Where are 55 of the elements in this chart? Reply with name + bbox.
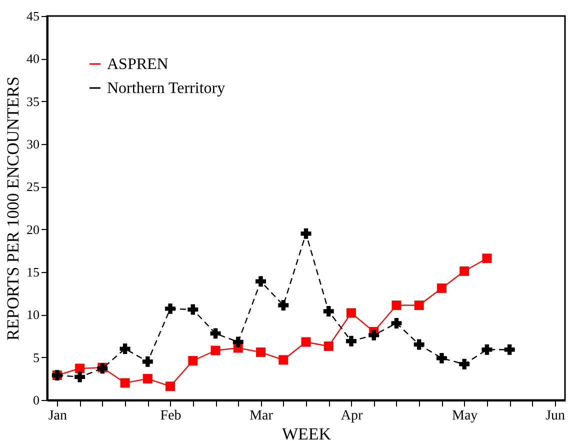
y-tick-label: 25 — [26, 179, 40, 194]
legend-label: ASPREN — [107, 56, 169, 73]
point — [460, 266, 470, 276]
point — [414, 339, 424, 350]
y-tick-label: 0 — [33, 392, 40, 408]
point — [142, 374, 152, 384]
y-tick-label: 35 — [26, 94, 40, 109]
y-tick-label: 5 — [33, 350, 40, 365]
y-tick-label: 45 — [26, 8, 40, 24]
x-tick-label: May — [452, 408, 478, 424]
point — [165, 303, 176, 314]
point — [188, 356, 198, 366]
point — [391, 318, 402, 328]
x-tick-label: Jun — [546, 408, 566, 424]
point — [301, 337, 311, 347]
point — [436, 283, 446, 293]
y-tick-label: 20 — [26, 222, 40, 237]
point — [256, 347, 266, 357]
point — [504, 344, 515, 355]
point — [482, 254, 492, 264]
point — [392, 300, 402, 310]
point — [278, 300, 289, 311]
point — [414, 300, 424, 310]
point — [300, 228, 312, 239]
point — [75, 364, 85, 374]
point — [346, 308, 356, 318]
point — [323, 306, 334, 316]
x-axis-title: WEEK — [282, 424, 332, 441]
point — [210, 328, 221, 339]
point — [210, 346, 220, 356]
y-axis-title: REPORTS PER 1000 ENCOUNTERS — [4, 76, 22, 340]
x-tick-label: Apr — [340, 408, 363, 424]
y-tick-label: 10 — [26, 307, 40, 322]
point — [436, 352, 447, 364]
x-tick-label: Jan — [48, 408, 68, 424]
point — [346, 336, 356, 346]
y-tick-label: 15 — [26, 264, 40, 280]
point — [278, 355, 288, 365]
point — [324, 341, 334, 351]
y-tick-label: 30 — [26, 136, 40, 152]
legend-label: Northern Territory — [107, 80, 226, 97]
point — [232, 336, 244, 348]
y-tick-label: 40 — [26, 51, 40, 66]
point — [188, 304, 198, 315]
point — [482, 344, 492, 355]
point — [166, 382, 176, 392]
point — [142, 356, 153, 367]
point — [120, 378, 130, 388]
point — [256, 276, 266, 287]
point — [74, 372, 86, 382]
point — [368, 330, 380, 340]
x-tick-label: Mar — [250, 408, 274, 424]
x-tick-label: Feb — [160, 408, 182, 424]
point — [120, 344, 130, 354]
point — [459, 358, 470, 370]
